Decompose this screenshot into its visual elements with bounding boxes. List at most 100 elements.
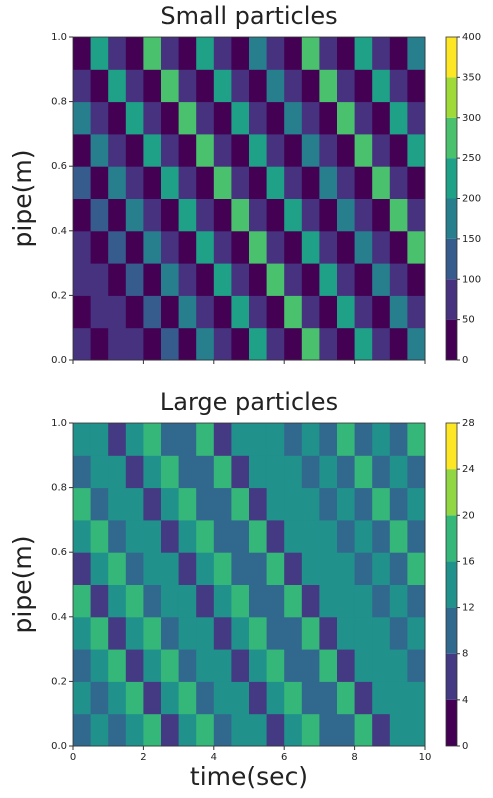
heat-cell	[389, 37, 408, 70]
heat-cell	[213, 616, 232, 650]
heat-cell	[213, 295, 232, 329]
heat-cell	[90, 37, 109, 70]
heat-cell	[266, 455, 285, 489]
heat-cell	[319, 552, 338, 585]
y-tick-label: 1.0	[51, 32, 67, 43]
heat-cell	[108, 166, 127, 199]
heat-cell	[90, 101, 109, 135]
heat-cell	[337, 133, 356, 167]
heat-cell	[266, 327, 285, 361]
heat-cell	[143, 552, 162, 585]
colorbar-tick-label: 20	[462, 510, 475, 521]
heat-cell	[337, 649, 356, 682]
heat-cell	[389, 69, 408, 103]
heat-cell	[196, 263, 215, 296]
heat-cell	[125, 423, 144, 456]
heat-cell	[90, 133, 109, 167]
heat-cell	[161, 263, 180, 296]
heat-cell	[301, 198, 320, 232]
heat-cell	[231, 133, 250, 167]
heat-cell	[73, 295, 92, 329]
heat-cell	[73, 37, 92, 70]
heat-cell	[407, 455, 426, 489]
heat-cell	[407, 263, 426, 296]
heat-cell	[266, 133, 285, 167]
heat-cell	[178, 263, 197, 296]
heat-cell	[90, 681, 109, 715]
heat-cell	[213, 487, 232, 521]
heat-cell	[90, 649, 109, 682]
heat-cell	[73, 713, 92, 747]
heat-cell	[178, 681, 197, 715]
heat-cell	[319, 101, 338, 135]
heat-cell	[125, 230, 144, 264]
heat-cell	[301, 584, 320, 618]
heat-cell	[231, 616, 250, 650]
heat-cell	[143, 133, 162, 167]
colorbar-tick-label: 0	[462, 741, 468, 752]
heat-cell	[231, 69, 250, 103]
heat-cell	[284, 519, 303, 553]
heat-cell	[178, 616, 197, 650]
heat-cell	[249, 37, 268, 70]
heat-cell	[90, 327, 109, 361]
heat-cell	[196, 681, 215, 715]
colorbar-tick-label: 12	[462, 603, 475, 614]
x-tick-label: 2	[140, 752, 146, 763]
heat-cell	[161, 166, 180, 199]
heat-cell	[231, 649, 250, 682]
colorbar-tick-label: 28	[462, 418, 475, 429]
heat-cell	[108, 69, 127, 103]
heat-cell	[266, 519, 285, 553]
heat-cell	[407, 133, 426, 167]
heat-cell	[354, 455, 373, 489]
heat-cell	[389, 198, 408, 232]
heat-cell	[407, 487, 426, 521]
heat-cell	[73, 166, 92, 199]
heat-cell	[354, 133, 373, 167]
heat-cell	[266, 263, 285, 296]
heat-cell	[73, 681, 92, 715]
heat-cell	[143, 101, 162, 135]
heat-cell	[301, 327, 320, 361]
heat-cell	[389, 552, 408, 585]
heat-cell	[407, 713, 426, 747]
heat-cell	[301, 455, 320, 489]
heat-cell	[266, 552, 285, 585]
heat-cell	[407, 230, 426, 264]
heat-cell	[108, 423, 127, 456]
heat-cell	[284, 37, 303, 70]
heat-cell	[178, 327, 197, 361]
heat-cell	[389, 519, 408, 553]
heat-cell	[319, 584, 338, 618]
heat-cell	[161, 69, 180, 103]
heat-cell	[161, 37, 180, 70]
heat-cell	[178, 455, 197, 489]
heat-cell	[143, 681, 162, 715]
heat-cell	[161, 133, 180, 167]
heat-cell	[354, 616, 373, 650]
colorbar-tick-label: 4	[462, 695, 468, 706]
heat-cell	[73, 649, 92, 682]
heat-cell	[73, 198, 92, 232]
heat-cell	[143, 423, 162, 456]
heat-cell	[196, 69, 215, 103]
heat-cell	[231, 487, 250, 521]
heat-cell	[354, 552, 373, 585]
heat-cell	[213, 552, 232, 585]
heat-cell	[354, 101, 373, 135]
heat-cell	[249, 263, 268, 296]
heat-cell	[125, 327, 144, 361]
heat-cell	[108, 37, 127, 70]
heat-cell	[73, 519, 92, 553]
heat-cell	[196, 166, 215, 199]
heat-cell	[319, 681, 338, 715]
heat-cell	[266, 101, 285, 135]
heat-cell	[90, 166, 109, 199]
heat-cell	[196, 230, 215, 264]
heat-cell	[319, 37, 338, 70]
heat-cell	[73, 487, 92, 521]
heat-cell	[319, 295, 338, 329]
heat-cell	[319, 713, 338, 747]
heat-cell	[354, 37, 373, 70]
